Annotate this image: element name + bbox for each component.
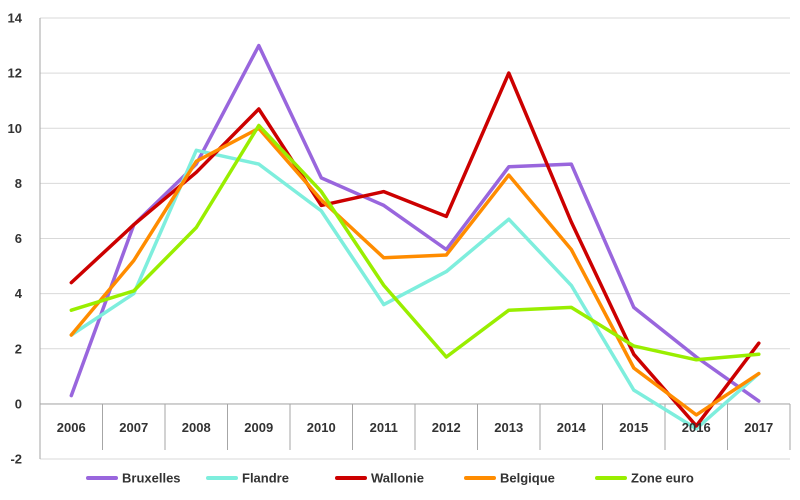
y-tick-label: 12 [8,66,22,81]
legend-label-bruxelles: Bruxelles [122,471,181,486]
axis-layer [39,18,791,459]
y-tick-label: 6 [15,231,22,246]
x-tick-label: 2009 [244,420,273,435]
series-line-zone-euro [69,123,761,362]
y-tick-label: 0 [15,396,22,411]
x-tick-label: 2013 [494,420,523,435]
x-tick-label: 2014 [557,420,587,435]
x-tick-label: 2007 [119,420,148,435]
legend-label-zone-euro: Zone euro [631,471,694,486]
y-tick-label: 14 [8,11,23,26]
series-layer [69,43,761,431]
legend-label-wallonie: Wallonie [371,471,424,486]
legend: Bruxelles Flandre Wallonie Belgique Zone eur… [86,471,694,486]
y-tick-label: 2 [15,341,22,356]
x-tick-label: 2016 [682,420,711,435]
tick-label-layer: -2 0 2 4 6 8 10 12 14 2006 2007 2008 2009 2010 2011 201… [8,11,774,467]
y-tick-label: 8 [15,176,22,191]
y-tick-label: 10 [8,121,22,136]
legend-label-flandre: Flandre [242,471,289,486]
x-tick-label: 2008 [182,420,211,435]
x-tick-label: 2011 [370,420,398,435]
series-line-belgique [69,126,761,417]
y-tick-label: -2 [10,452,22,467]
legend-label-belgique: Belgique [500,471,555,486]
series-line-flandre [69,148,761,431]
x-tick-label: 2015 [619,420,648,435]
x-tick-label: 2017 [744,420,773,435]
series-line-bruxelles [69,43,761,403]
x-tick-label: 2012 [432,420,461,435]
grid-layer [40,17,790,460]
x-tick-label: 2006 [57,420,86,435]
y-tick-label: 4 [15,286,23,301]
x-tick-label: 2010 [307,420,336,435]
